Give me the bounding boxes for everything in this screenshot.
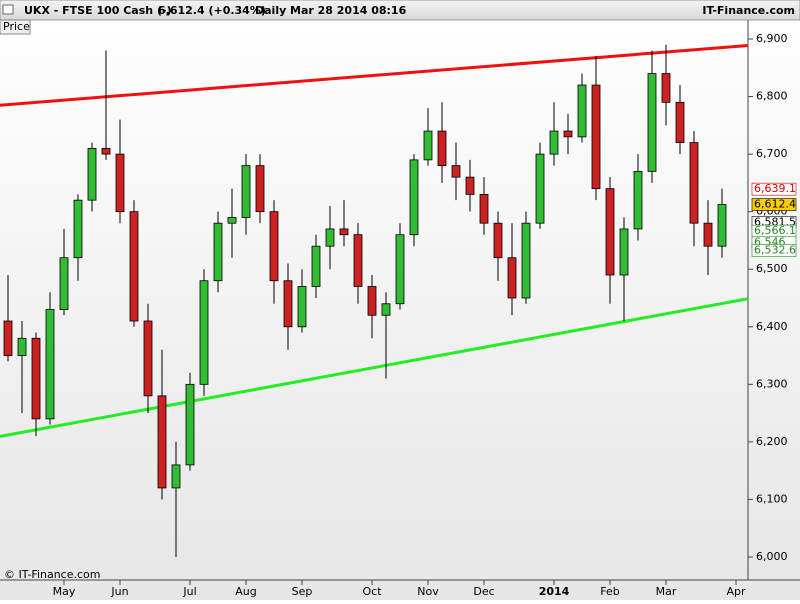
x-tick-label: Mar — [656, 585, 677, 598]
candle-body — [101, 147, 111, 155]
price-label: 6,639.1 — [754, 182, 796, 195]
candle-body — [451, 165, 461, 178]
candle-body — [213, 222, 223, 282]
candle-body — [661, 73, 671, 103]
y-tick-label: 6,000 — [756, 550, 788, 563]
x-tick-label: Dec — [473, 585, 494, 598]
candle-body — [269, 211, 279, 282]
price-label: 6,566.1 — [754, 224, 796, 237]
candle-body — [437, 130, 447, 167]
candle-body — [381, 303, 391, 316]
candle-body — [87, 147, 97, 201]
x-tick-label: Jun — [110, 585, 128, 598]
candle-body — [3, 320, 13, 356]
candle-body — [171, 464, 181, 489]
candle-body — [45, 309, 55, 420]
candle-body — [619, 228, 629, 276]
candle-body — [353, 234, 363, 287]
x-tick-label: Nov — [417, 585, 439, 598]
candle-body — [647, 73, 657, 172]
candle-body — [479, 193, 489, 224]
candle-body — [283, 280, 293, 328]
candle-body — [591, 84, 601, 190]
candle-body — [409, 159, 419, 236]
y-tick-label: 6,200 — [756, 435, 788, 448]
candle-body — [605, 188, 615, 276]
price-label: 6,532.6 — [754, 243, 796, 256]
price-label-box — [751, 244, 797, 257]
x-tick-label: Aug — [235, 585, 256, 598]
candle-body — [507, 257, 517, 299]
y-tick-label: 6,900 — [756, 32, 788, 45]
candle-body — [325, 228, 335, 247]
candle-body — [423, 130, 433, 161]
candle-body — [521, 222, 531, 299]
candle-body — [703, 222, 713, 247]
menu-icon[interactable] — [2, 4, 14, 15]
candle-body — [241, 165, 251, 218]
x-tick-label: 2014 — [539, 585, 570, 598]
candle-body — [59, 257, 69, 310]
candle-body — [129, 211, 139, 322]
period: Daily — [255, 4, 286, 17]
brand: IT-Finance.com — [702, 4, 795, 17]
candle-body — [689, 142, 699, 224]
x-tick-label: Apr — [726, 585, 746, 598]
copyright: © IT-Finance.com — [4, 568, 101, 581]
plot-area — [0, 44, 748, 557]
trend-line — [0, 44, 748, 107]
y-tick-label: 6,300 — [756, 377, 788, 390]
x-tick-label: Jul — [182, 585, 196, 598]
candle-body — [227, 217, 237, 224]
timestamp: Mar 28 2014 08:16 — [290, 4, 407, 17]
panel-label: Price — [3, 20, 30, 33]
trend-line — [0, 297, 748, 438]
candle-body — [297, 286, 307, 328]
candle-body — [675, 101, 685, 143]
candle-body — [31, 337, 41, 420]
candle-body — [367, 286, 377, 316]
price-label-box — [751, 182, 797, 196]
candle-body — [577, 84, 587, 138]
candle-body — [493, 222, 503, 259]
candle-body — [339, 228, 349, 236]
candle-body — [465, 176, 475, 195]
instrument: UKX - FTSE 100 Cash (-) — [24, 4, 172, 17]
candle-body — [395, 234, 405, 305]
candle-body — [717, 204, 727, 247]
candle-body — [73, 199, 83, 259]
y-tick-label: 6,500 — [756, 262, 788, 275]
header-bar — [0, 0, 800, 21]
candle-body — [199, 280, 209, 385]
x-tick-label: Oct — [362, 585, 382, 598]
candle-body — [157, 395, 167, 489]
candle-body — [255, 165, 265, 213]
candle-body — [549, 130, 559, 155]
last-price: 6,612.4 (+0.34%) — [158, 4, 266, 17]
candle-body — [633, 170, 643, 230]
y-tick-label: 6,100 — [756, 492, 788, 505]
price-label: 6,612.4 — [754, 198, 796, 211]
candle-body — [563, 130, 573, 138]
x-tick-label: May — [53, 585, 76, 598]
y-tick-label: 6,400 — [756, 320, 788, 333]
candle-body — [17, 337, 27, 356]
panel-label-box — [0, 19, 31, 35]
x-tick-label: Feb — [600, 585, 619, 598]
y-tick-label: 6,700 — [756, 147, 788, 160]
y-tick-label: 6,800 — [756, 90, 788, 103]
candle-body — [115, 153, 125, 213]
candle-body — [185, 383, 195, 466]
x-tick-label: Sep — [292, 585, 313, 598]
candle-body — [535, 153, 545, 224]
candle-body — [311, 245, 321, 287]
price-label-box — [751, 198, 797, 211]
candle-body — [143, 320, 153, 397]
